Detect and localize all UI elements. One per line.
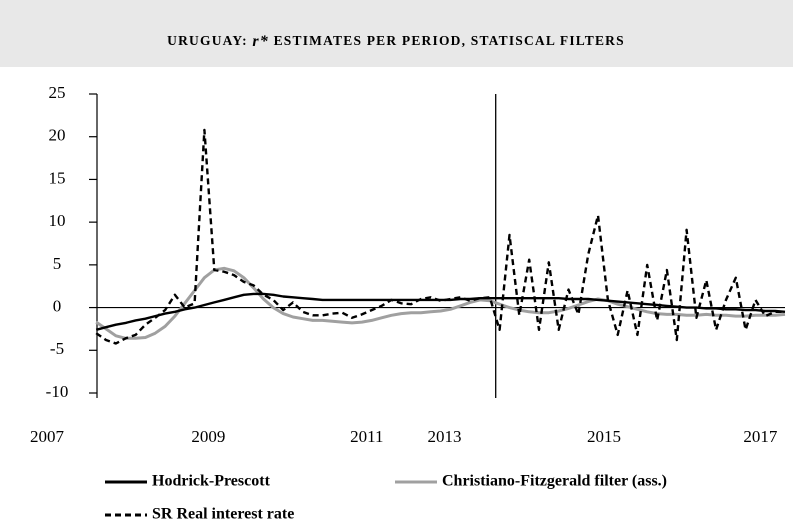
y-tick-label: 5 <box>53 254 62 273</box>
title-part: URUGUAY: <box>167 33 252 48</box>
legend-label: Christiano-Fitzgerald filter (ass.) <box>442 473 667 490</box>
x-tick-label: 2015 <box>587 427 621 446</box>
x-tick-label: 2017 <box>743 427 778 446</box>
y-tick-label: 0 <box>53 296 62 315</box>
y-tick-label: 25 <box>49 83 66 102</box>
title-band <box>0 0 793 67</box>
x-tick-label: 2007 <box>30 427 65 446</box>
chart-title: URUGUAY: r* ESTIMATES PER PERIOD, STATIS… <box>167 33 625 50</box>
title-part: ESTIMATES PER PERIOD, STATISCAL FILTERS <box>269 33 625 48</box>
y-tick-label: 15 <box>49 168 66 187</box>
x-tick-label: 2011 <box>350 427 383 446</box>
y-tick-label: 10 <box>49 211 66 230</box>
title-part: r* <box>252 33 269 50</box>
series-line <box>95 128 785 345</box>
legend-label: SR Real interest rate <box>152 506 294 523</box>
series-line <box>95 266 786 340</box>
y-tick-label: -5 <box>50 339 64 358</box>
y-tick-label: -10 <box>46 382 69 401</box>
legend-label: Hodrick-Prescott <box>152 473 271 490</box>
y-tick-label: 20 <box>49 126 66 145</box>
x-tick-label: 2009 <box>191 427 225 446</box>
x-tick-label: 2013 <box>428 427 462 446</box>
